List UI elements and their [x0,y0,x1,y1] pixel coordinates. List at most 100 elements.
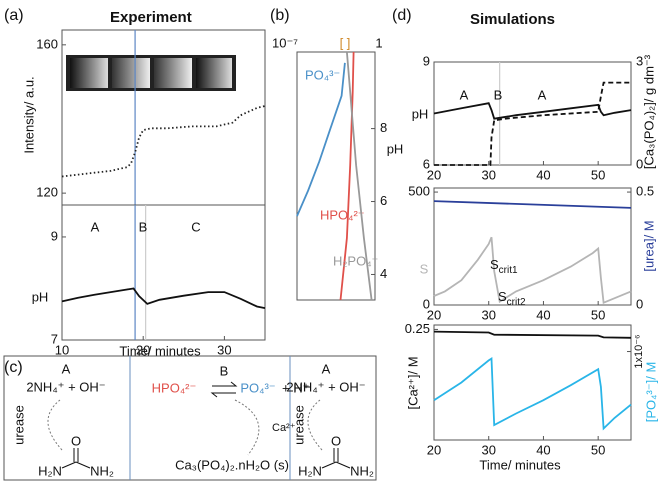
axis-label: pH [387,141,404,156]
x-tick-label: 20 [136,342,150,357]
region-label: A [538,87,547,102]
panel-label: (a) [4,7,24,24]
atom: H₂N [298,463,322,478]
axis-label: pH [412,106,429,121]
state: A [62,361,71,376]
ion: Ca²⁺ [272,422,296,434]
panel-label: (d) [392,7,412,24]
arrow [307,399,323,451]
y2-tick-label: 3 [636,53,643,68]
y2-tick-label: 8 [380,120,387,135]
annotation: Scrit1 [490,257,518,275]
y-tick-label: 0.25 [405,321,430,336]
image-strip [66,55,236,91]
y-tick-label: 6 [423,156,430,171]
axis-label: Time/ minutes [479,457,561,472]
curve [433,102,632,120]
atom: NH₂ [90,463,114,478]
curve [346,51,373,301]
y-tick-label: 9 [423,53,430,68]
curve [296,62,346,217]
x-tick-label: 50 [591,307,605,322]
curve [433,236,632,304]
plot-frame [433,187,632,306]
reactant: HPO₄²⁻ [152,380,197,395]
y2-tick-label: 6 [380,193,387,208]
arrow [234,399,260,456]
curve [61,287,266,309]
curve [433,200,632,209]
annotation-main: S [490,257,499,272]
axis-label: Time/ minutes [119,343,201,358]
annotation-main: S [498,289,507,304]
curve [433,330,632,339]
region-label: C [191,219,200,234]
enzyme: urease [291,405,306,445]
axis-label: [Ca₃(PO₄)₂]/ g dm⁻³ [641,54,656,169]
scheme: (c) A 2NH₄⁺ + OH⁻ urease O H₂N NH₂ B HPO… [3,355,377,481]
x-tick-label: 50 [591,167,605,182]
region-label: B [139,219,148,234]
x-tick-label: 20 [427,167,441,182]
curve-label: H₂PO₄⁻ [333,253,378,268]
atom: O [331,433,341,448]
x-tick-label: 40 [536,167,550,182]
panel-title: Experiment [110,9,192,26]
axis-label: Intensity/ a.u. [21,76,36,153]
panel-label: (c) [4,359,23,376]
y-tick-label: 500 [408,184,430,199]
state: B [220,363,229,378]
x-tick-label: 20 [427,442,441,457]
species: 2NH₄⁺ + OH⁻ [26,379,105,394]
enzyme: urease [11,405,26,445]
x-tick-label: 30 [481,167,495,182]
x-tick-label: 40 [536,307,550,322]
y-tick-label: 9 [51,228,58,243]
plot-frame [433,324,632,441]
x-tick-label: 30 [481,307,495,322]
x-tick-label: 20 [427,307,441,322]
x-tick-label: 30 [217,342,231,357]
axis-label: S [420,261,429,276]
y2-tick-label: 4 [380,266,387,281]
product-rest: + H⁺ [282,380,309,395]
x-tick-label: 30 [481,442,495,457]
arrow [47,399,63,451]
panel-title: Simulations [470,11,555,28]
y-tick-label: 160 [36,36,58,51]
x-tick-label: 40 [536,442,550,457]
region-label: A [460,87,469,102]
product: PO₄³⁻ [240,380,275,395]
plot-frame [296,51,376,301]
y2-tick-label: 1x10⁻⁶ [633,334,645,368]
y-tick-label: 120 [36,185,58,200]
axis-label: [ ] [340,35,351,50]
panel-label: (b) [270,7,290,24]
atom: H₂N [38,463,62,478]
curve-label: HPO₄²⁻ [320,207,365,222]
x-tick-label: 10⁻⁷ [272,35,298,50]
atom: NH₂ [350,463,374,478]
equilibrium-arrow [210,381,238,398]
curve [61,105,266,178]
region-label: B [494,87,503,102]
curve [433,356,632,431]
species: 2NH₄⁺ + OH⁻ [286,379,365,394]
curve [434,81,631,166]
state: A [322,361,331,376]
axis-label: pH [32,289,49,304]
axis-label: [urea]/ M [641,220,656,271]
y2-tick-label: 0.5 [636,184,654,199]
y-tick-label: 7 [51,331,58,346]
region-label: A [91,219,100,234]
curve [339,51,355,301]
x-tick-label: 10 [55,342,69,357]
axis-label: [PO₄³⁻]/ M [643,362,658,423]
atom: O [71,433,81,448]
plot-frame [61,204,266,341]
precipitate: Ca₃(PO₄)₂.nH₂O (s) [175,457,289,472]
annotation-sub: crit2 [507,297,526,308]
y-tick-label: 0 [423,296,430,311]
axis-label: [Ca²⁺]/ M [405,356,420,409]
